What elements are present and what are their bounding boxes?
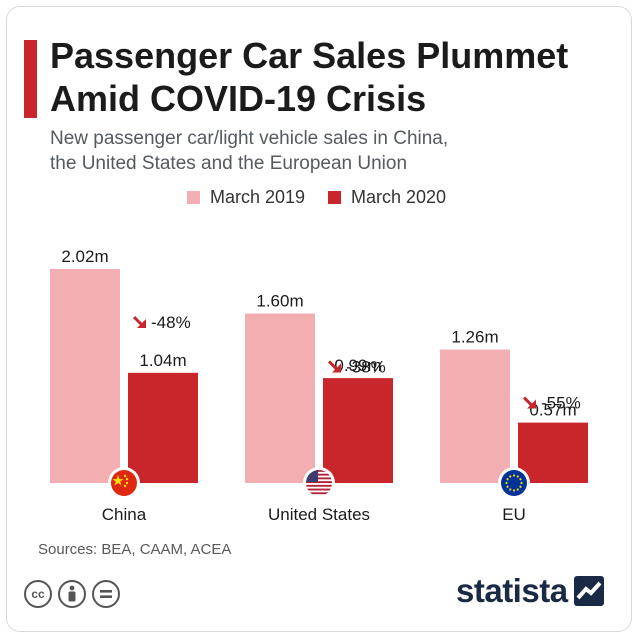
change-label: -55%: [541, 394, 581, 413]
attribution-icon: [58, 580, 86, 608]
down-arrow-icon: [327, 360, 341, 373]
bar-eu-2019: [440, 349, 510, 483]
subtitle-line-2: the United States and the European Union: [50, 153, 408, 174]
legend-item-2019: March 2019: [187, 187, 305, 208]
category-label: China: [102, 505, 147, 524]
statista-logo[interactable]: statista: [456, 572, 604, 610]
statista-mark-icon: [573, 576, 604, 606]
chart-subtitle: New passenger car/light vehicle sales in…: [50, 126, 610, 176]
change-label: -38%: [346, 357, 386, 376]
bar-china-2019: [50, 269, 120, 483]
legend-swatch-2019: [187, 191, 200, 204]
legend-label-2020: March 2020: [351, 187, 447, 207]
bar-eu-2020: [518, 422, 588, 483]
cc-icon: cc: [24, 580, 52, 608]
category-label: United States: [268, 505, 370, 524]
bar-china-2020: [128, 372, 198, 483]
legend-item-2020: March 2020: [328, 187, 446, 208]
title-accent-bar: [24, 40, 37, 118]
legend-label-2019: March 2019: [210, 187, 306, 207]
value-label: 0.99m: [334, 356, 381, 375]
value-label: 1.60m: [256, 291, 303, 310]
china-flag-icon: [108, 467, 140, 499]
chart-title: Passenger Car Sales Plummet Amid COVID-1…: [50, 34, 620, 120]
legend-swatch-2020: [328, 191, 341, 204]
us-flag-icon: [303, 467, 335, 499]
down-arrow-icon: [132, 315, 146, 328]
no-derivatives-icon: [92, 580, 120, 608]
value-label: 1.26m: [451, 328, 498, 347]
eu-flag-icon: [498, 467, 530, 499]
category-label: EU: [502, 505, 526, 524]
bar-united-states-2020: [323, 378, 393, 483]
chart-legend: March 2019 March 2020: [0, 187, 640, 211]
statista-wordmark: statista: [456, 572, 568, 609]
title-line-1: Passenger Car Sales Plummet: [50, 35, 569, 76]
change-label: -48%: [151, 313, 191, 332]
license-icons: cc: [24, 580, 126, 608]
title-line-2: Amid COVID-19 Crisis: [50, 78, 427, 119]
down-arrow-icon: [522, 396, 536, 409]
subtitle-line-1: New passenger car/light vehicle sales in…: [50, 128, 449, 149]
value-label: 2.02m: [61, 247, 108, 266]
source-note: Sources: BEA, CAAM, ACEA: [38, 541, 232, 558]
value-label: 0.57m: [529, 401, 576, 420]
bar-chart: 2.02m 1.04m -48% China 1.60m 0.99m-38% United …: [50, 247, 588, 524]
bar-united-states-2019: [245, 313, 315, 483]
value-label: 1.04m: [139, 351, 186, 370]
